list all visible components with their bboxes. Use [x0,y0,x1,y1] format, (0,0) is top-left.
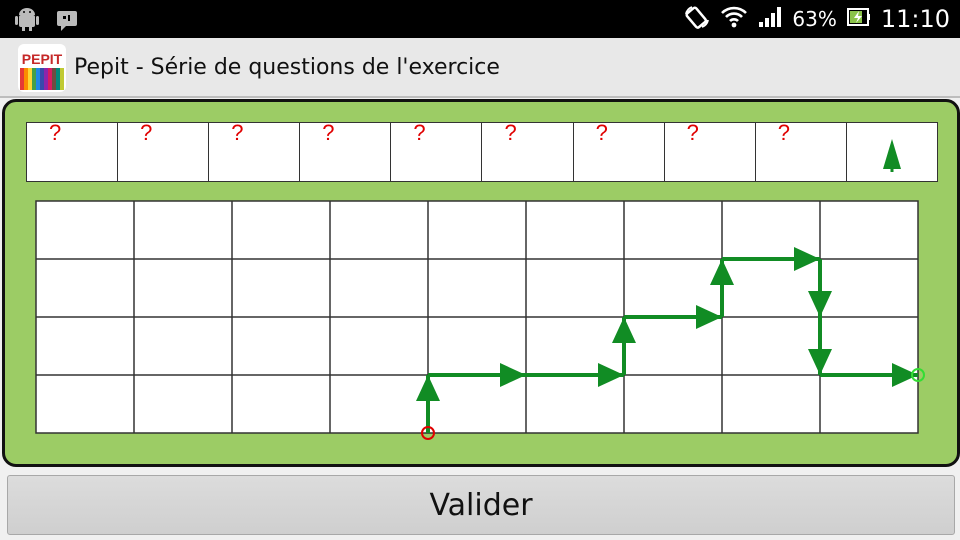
answer-slot-4[interactable]: ? [299,120,391,181]
path-arrow-right [722,247,820,271]
question-mark: ? [413,120,426,145]
path-arrow-down [808,317,832,375]
signal-icon [758,6,782,33]
arrow-head [598,363,624,387]
pepit-logo-icon: PEPIT [18,44,66,92]
arrow-head [892,363,918,387]
answer-slot-6[interactable]: ? [481,120,573,181]
screen-rotation-icon [684,4,710,35]
wifi-icon [720,5,748,34]
arrow-head [696,305,722,329]
question-mark: ? [49,120,62,145]
path-arrow-right [428,363,526,387]
exercise-panel: ? ? ? ? ? ? ? ? ? [2,99,960,467]
arrow-head [612,317,636,343]
path-arrow-down [808,259,832,317]
end-point-marker [911,368,925,382]
question-mark: ? [595,120,608,145]
svg-text:PEPIT: PEPIT [22,51,63,67]
path-arrow-right [526,363,624,387]
path-arrows [416,247,918,433]
path-arrow-right [820,363,918,387]
question-mark: ? [686,120,699,145]
question-strip: ? ? ? ? ? ? ? ? ? [26,120,938,182]
path-arrow-up [710,259,734,317]
grid-lines [35,200,919,434]
path-arrow-up [612,317,636,375]
question-mark: ? [504,120,517,145]
path-grid[interactable] [5,102,951,458]
status-bar: 63% 11:10 [0,0,960,38]
arrow-head [808,349,832,375]
question-mark: ? [231,120,244,145]
path-arrow-up [416,375,440,433]
arrow-head [500,363,526,387]
start-point-marker [421,426,435,440]
answer-slot-3[interactable]: ? [208,120,300,181]
question-mark: ? [322,120,335,145]
validate-button[interactable]: Valider [7,475,955,535]
answer-slot-2[interactable]: ? [117,120,209,181]
arrow-head [416,375,440,401]
question-mark: ? [140,120,153,145]
path-arrow-right [624,305,722,329]
answer-slot-7[interactable]: ? [572,120,664,181]
app-bar: PEPIT Pepit - Série de questions de l'ex… [0,38,960,98]
arrow-head [794,247,820,271]
answer-slot-8[interactable]: ? [663,120,755,181]
notification-icon [54,6,80,36]
app-title: Pepit - Série de questions de l'exercice [74,55,500,80]
arrow-choice-cell[interactable] [845,123,937,181]
question-mark: ? [777,120,790,145]
answer-slot-1[interactable]: ? [27,120,118,181]
clock: 11:10 [880,5,950,33]
android-icon [14,6,40,36]
arrow-up-icon [882,139,901,172]
answer-slot-9[interactable]: ? [754,120,846,181]
battery-icon [846,7,871,32]
arrow-head [808,291,832,317]
battery-percent: 63% [792,7,837,31]
arrow-head [710,259,734,285]
answer-slot-5[interactable]: ? [390,120,482,181]
